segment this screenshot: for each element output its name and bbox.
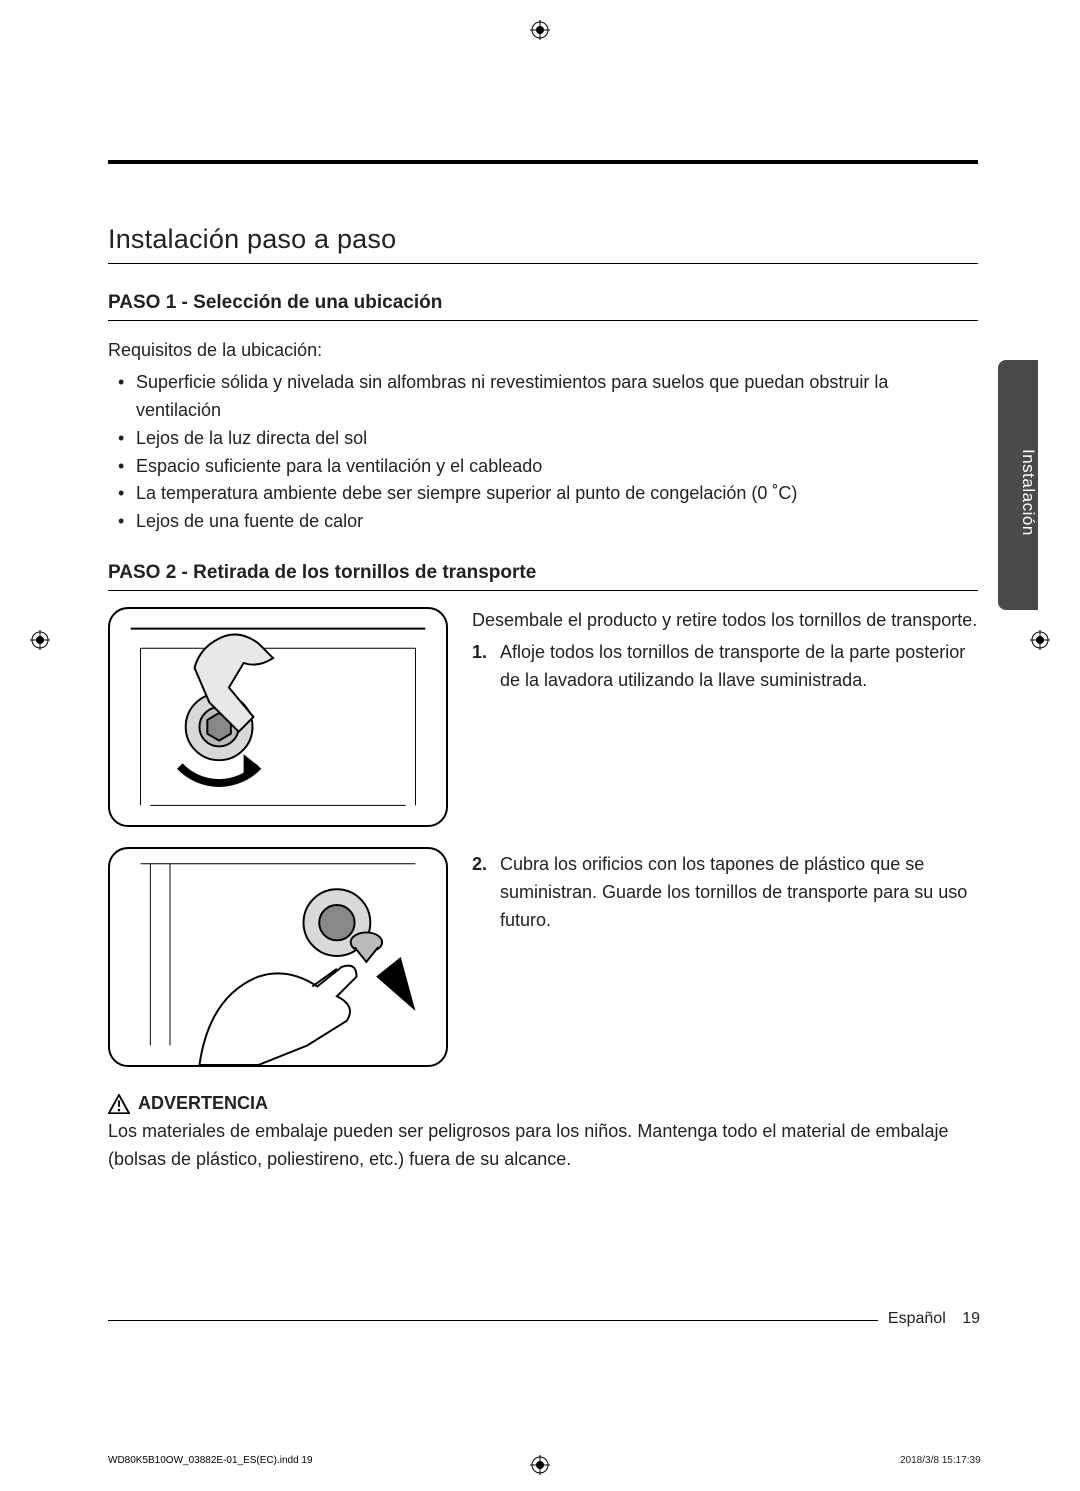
list-text: Afloje todos los tornillos de transporte… bbox=[500, 642, 965, 690]
step1-bullet: Lejos de la luz directa del sol bbox=[108, 425, 978, 453]
step2-row-1: Desembale el producto y retire todos los… bbox=[108, 607, 978, 827]
warning-text: Los materiales de embalaje pueden ser pe… bbox=[108, 1118, 978, 1174]
list-number: 1. bbox=[472, 639, 487, 667]
step1-bullet-list: Superficie sólida y nivelada sin alfombr… bbox=[108, 369, 978, 536]
list-number: 2. bbox=[472, 851, 487, 879]
footer-page-label: Español 19 bbox=[800, 1310, 980, 1328]
footer-rule bbox=[108, 1320, 878, 1321]
step2-item-2: 2. Cubra los orificios con los tapones d… bbox=[472, 851, 978, 935]
warning-heading: ADVERTENCIA bbox=[108, 1093, 978, 1114]
footer-page-number: 19 bbox=[962, 1310, 980, 1327]
footer-language: Español bbox=[888, 1310, 946, 1327]
registration-mark-left bbox=[30, 630, 50, 650]
section-title: Instalación paso a paso bbox=[108, 224, 978, 264]
step2-item-1: 1. Afloje todos los tornillos de transpo… bbox=[472, 639, 978, 695]
step1-intro: Requisitos de la ubicación: bbox=[108, 337, 978, 365]
top-thick-rule bbox=[108, 160, 978, 164]
registration-mark-bottom bbox=[530, 1455, 550, 1475]
step1-bullet: Espacio suficiente para la ventilación y… bbox=[108, 453, 978, 481]
registration-mark-right bbox=[1030, 630, 1050, 650]
step1-bullet: Lejos de una fuente de calor bbox=[108, 508, 978, 536]
step1-bullet: La temperatura ambiente debe ser siempre… bbox=[108, 480, 978, 508]
warning-label: ADVERTENCIA bbox=[138, 1093, 268, 1114]
step2-intro: Desembale el producto y retire todos los… bbox=[472, 607, 978, 635]
warning-block: ADVERTENCIA Los materiales de embalaje p… bbox=[108, 1093, 978, 1174]
step2-row-2: 2. Cubra los orificios con los tapones d… bbox=[108, 847, 978, 1067]
step2-heading: PASO 2 - Retirada de los tornillos de tr… bbox=[108, 562, 978, 591]
indd-filename: WD80K5B10OW_03882E-01_ES(EC).indd 19 bbox=[108, 1455, 313, 1466]
step1-bullet: Superficie sólida y nivelada sin alfombr… bbox=[108, 369, 978, 425]
step1-heading: PASO 1 - Selección de una ubicación bbox=[108, 292, 978, 321]
figure-loosen-bolts bbox=[108, 607, 448, 827]
page-content: Instalación paso a paso PASO 1 - Selecci… bbox=[108, 60, 978, 1174]
print-timestamp: 2018/3/8 15:17:39 bbox=[900, 1455, 981, 1466]
list-text: Cubra los orificios con los tapones de p… bbox=[500, 854, 967, 930]
figure-insert-caps bbox=[108, 847, 448, 1067]
step2-text-2: 2. Cubra los orificios con los tapones d… bbox=[472, 847, 978, 1067]
step2-text-1: Desembale el producto y retire todos los… bbox=[472, 607, 978, 827]
warning-triangle-icon bbox=[108, 1094, 130, 1114]
registration-mark-top bbox=[530, 20, 550, 40]
section-side-tab: Instalación bbox=[998, 360, 1038, 610]
